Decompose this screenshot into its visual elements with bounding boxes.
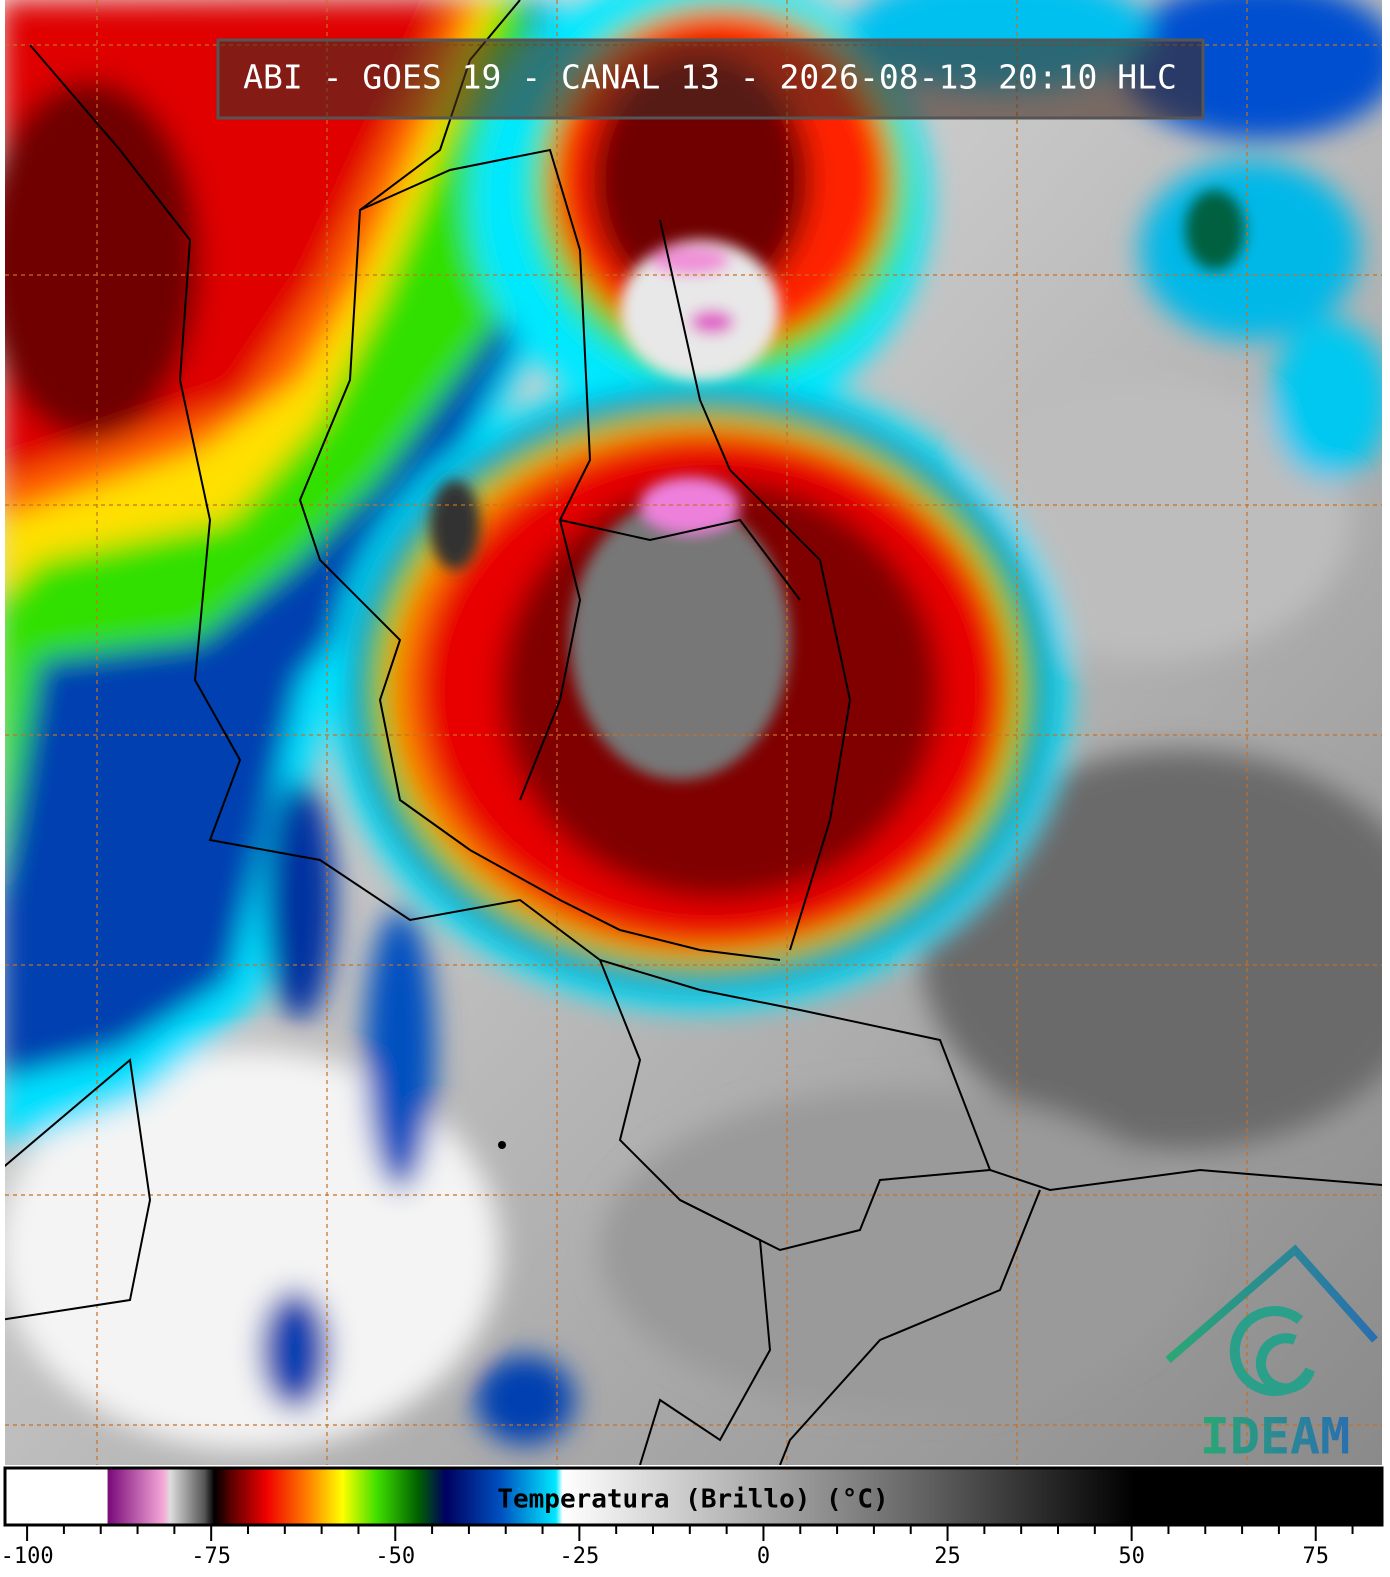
tick-label: 75	[1302, 1544, 1329, 1569]
colorbar-ticks: -100 -75 -50 -25 0 25 50 75	[1, 1526, 1354, 1569]
tick-label: 50	[1118, 1544, 1145, 1569]
colorbar	[3, 1466, 1384, 1527]
cloud-tops	[430, 190, 1245, 780]
logo-text: IDEAM	[1200, 1408, 1351, 1466]
tick-label: -100	[1, 1544, 54, 1569]
tick-label: -25	[559, 1544, 599, 1569]
tick-label: 25	[934, 1544, 961, 1569]
colorbar-label: Temperatura (Brillo) (°C)	[497, 1485, 888, 1515]
tick-label: -75	[191, 1544, 231, 1569]
title-box	[216, 38, 1205, 120]
logo: IDEAM	[1165, 1244, 1378, 1466]
tick-label: -50	[375, 1544, 415, 1569]
tick-label: 0	[757, 1544, 770, 1569]
city-dot	[498, 1141, 506, 1149]
borders	[5, 0, 1382, 1465]
title: ABI - GOES 19 - CANAL 13 - 2026-08-13 20…	[243, 58, 1177, 97]
map: IDEAM	[5, 0, 1382, 1466]
